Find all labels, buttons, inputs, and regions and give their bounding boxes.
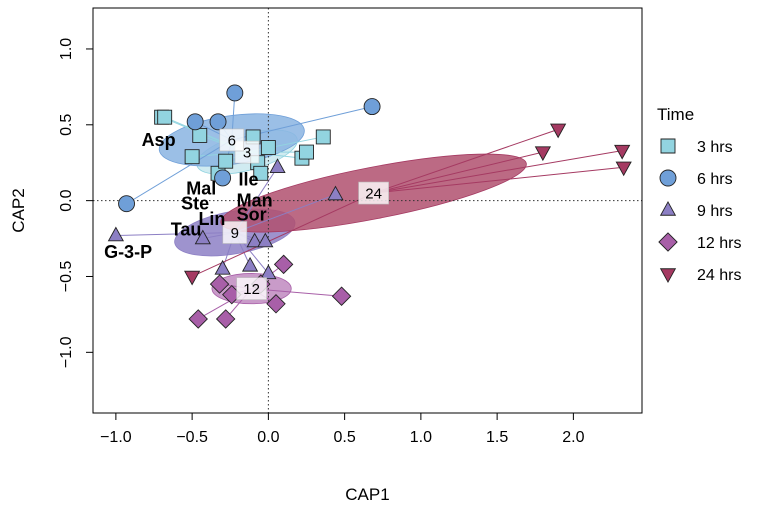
spoke-24-3 bbox=[373, 150, 623, 194]
point-9-0 bbox=[107, 226, 124, 242]
x-tick-label-5: 1.5 bbox=[486, 429, 508, 446]
centroid-label-3: 3 bbox=[243, 145, 251, 162]
point-24-0 bbox=[184, 270, 201, 286]
spoke-3-11 bbox=[246, 136, 324, 153]
point-6-5 bbox=[363, 98, 381, 116]
group-centroid-labels: 36 9 12 24 bbox=[219, 128, 389, 300]
point-9-5 bbox=[257, 232, 274, 248]
variable-label-ste: Ste bbox=[181, 194, 209, 214]
group-reference-lines bbox=[93, 8, 642, 413]
legend-label-24: 24 hrs bbox=[697, 267, 741, 284]
centroid-label-9: 9 bbox=[231, 225, 239, 242]
point-6-4 bbox=[214, 169, 232, 187]
point-24-3 bbox=[614, 144, 631, 160]
spoke-9-0 bbox=[115, 231, 235, 237]
point-3-3 bbox=[192, 127, 208, 143]
variable-label-asp: Asp bbox=[142, 130, 176, 150]
y-tick-label-1: −0.5 bbox=[58, 261, 75, 293]
spoke-24-2 bbox=[373, 128, 559, 194]
point-6-3 bbox=[226, 84, 244, 102]
centroid-label-24: 24 bbox=[365, 186, 382, 203]
y-tick-label-4: 1.0 bbox=[58, 38, 75, 60]
x-tick-label-2: 0.0 bbox=[257, 429, 279, 446]
legend-title: Time bbox=[657, 105, 694, 124]
legend-marker-3 bbox=[660, 138, 676, 154]
legend-label-12: 12 hrs bbox=[697, 235, 741, 252]
point-9-6 bbox=[269, 158, 286, 173]
point-12-6 bbox=[331, 286, 352, 306]
point-3-12 bbox=[253, 165, 269, 181]
x-tick-label-6: 2.0 bbox=[562, 429, 584, 446]
spoke-6-0 bbox=[126, 139, 233, 205]
point-9-2 bbox=[214, 259, 231, 275]
group-ellipses bbox=[158, 113, 527, 305]
point-3-2 bbox=[184, 149, 200, 165]
point-12-5 bbox=[273, 254, 294, 275]
spoke-24-1 bbox=[373, 151, 543, 194]
variable-label-ile: Ile bbox=[239, 169, 259, 189]
point-12-0 bbox=[188, 309, 208, 329]
legend-label-6: 6 hrs bbox=[697, 171, 733, 188]
spoke-24-4 bbox=[373, 166, 624, 194]
point-9-1 bbox=[194, 229, 211, 245]
point-6-1 bbox=[186, 113, 204, 131]
legend-label-3: 3 hrs bbox=[697, 139, 733, 156]
point-3-1 bbox=[157, 109, 173, 125]
legend-marker-9 bbox=[659, 201, 677, 216]
point-3-8 bbox=[260, 140, 276, 156]
point-3-10 bbox=[299, 144, 314, 160]
plot-frame bbox=[92, 7, 643, 414]
point-9-3 bbox=[241, 256, 259, 272]
point-6-2 bbox=[209, 113, 227, 131]
variable-label-lin: Lin bbox=[198, 209, 225, 229]
point-9-7 bbox=[327, 185, 344, 201]
legend-marker-24 bbox=[659, 268, 677, 283]
centroid-box-12 bbox=[236, 277, 267, 300]
x-tick-label-4: 1.0 bbox=[410, 429, 432, 446]
point-6-0 bbox=[118, 195, 136, 213]
legend: Time 3 hrs 6 hrs 9 hrs 12 hrs 24 hrs bbox=[657, 105, 741, 284]
legend-label-9: 9 hrs bbox=[697, 203, 733, 220]
x-tick-label-3: 0.5 bbox=[334, 429, 356, 446]
y-tick-label-2: 0.0 bbox=[58, 189, 75, 211]
group-axes: −1.0 −0.5 0.0 0.5 1.0 1.5 2.0 −1.0 −0.5 0.0 0.5 1.0 bbox=[58, 38, 585, 446]
point-24-1 bbox=[534, 146, 551, 162]
variable-label-g-3-p: G-3-P bbox=[104, 242, 152, 262]
point-12-4 bbox=[266, 294, 286, 314]
legend-marker-6 bbox=[659, 169, 677, 187]
x-tick-label-0: −1.0 bbox=[100, 429, 132, 446]
y-tick-label-3: 0.5 bbox=[58, 114, 75, 136]
x-axis-label: CAP1 bbox=[345, 485, 389, 504]
variable-label-sor: Sor bbox=[237, 204, 267, 224]
variable-label-mal: Mal bbox=[186, 179, 216, 199]
y-tick-label-0: −1.0 bbox=[58, 336, 75, 368]
legend-marker-12 bbox=[658, 232, 678, 252]
x-tick-label-1: −0.5 bbox=[176, 429, 208, 446]
point-3-6 bbox=[245, 129, 261, 145]
variable-label-tau: Tau bbox=[171, 219, 202, 239]
point-12-2 bbox=[209, 274, 230, 294]
y-axis-label: CAP2 bbox=[9, 188, 28, 232]
point-24-2 bbox=[550, 123, 567, 139]
centroid-box-24 bbox=[358, 181, 389, 205]
centroid-label-12: 12 bbox=[243, 281, 260, 298]
centroid-box-9 bbox=[222, 221, 248, 244]
point-9-4 bbox=[246, 232, 263, 248]
centroid-label-6: 6 bbox=[228, 132, 236, 149]
point-3-5 bbox=[218, 153, 234, 169]
spoke-9-7 bbox=[234, 194, 336, 233]
point-24-4 bbox=[615, 161, 632, 177]
point-12-1 bbox=[215, 309, 236, 329]
point-9-8 bbox=[260, 264, 277, 280]
variable-label-man: Man bbox=[237, 191, 273, 211]
centroid-box-6 bbox=[219, 128, 245, 152]
point-3-11 bbox=[315, 129, 331, 145]
